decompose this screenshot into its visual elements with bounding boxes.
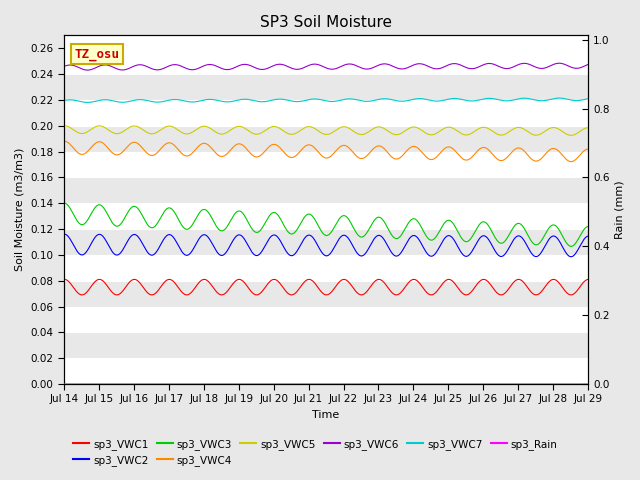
sp3_VWC4 (473, 149, 481, 155)
sp3_Rain (569, 381, 577, 387)
sp3_VWC7 (87, 99, 95, 105)
sp3_VWC5 (87, 127, 95, 132)
sp3_VWC1 (301, 278, 309, 284)
sp3_VWC2 (570, 253, 577, 259)
sp3_VWC1 (60, 276, 68, 282)
Y-axis label: Soil Moisture (m3/m3): Soil Moisture (m3/m3) (15, 148, 25, 271)
sp3_VWC5 (570, 132, 577, 138)
sp3_VWC4 (316, 150, 323, 156)
sp3_VWC2 (473, 240, 481, 245)
sp3_VWC6 (584, 61, 592, 67)
sp3_Rain (569, 381, 577, 387)
sp3_VWC5 (567, 132, 575, 138)
sp3_VWC5 (60, 123, 68, 129)
Legend: sp3_VWC1, sp3_VWC2, sp3_VWC3, sp3_VWC4, sp3_VWC5, sp3_VWC6, sp3_VWC7, sp3_Rain: sp3_VWC1, sp3_VWC2, sp3_VWC3, sp3_VWC4, … (69, 434, 562, 470)
sp3_VWC4 (61, 138, 68, 144)
sp3_VWC4 (567, 159, 575, 165)
Line: sp3_VWC6: sp3_VWC6 (64, 63, 588, 70)
Bar (64, 74, 588, 100)
sp3_VWC3 (60, 200, 68, 206)
sp3_Rain (473, 381, 481, 387)
Line: sp3_VWC5: sp3_VWC5 (64, 126, 588, 135)
sp3_VWC7 (473, 97, 481, 103)
sp3_VWC6 (316, 62, 323, 68)
sp3_VWC7 (584, 96, 592, 101)
sp3_VWC3 (567, 243, 575, 249)
sp3_VWC6 (301, 64, 309, 70)
sp3_VWC6 (473, 65, 481, 71)
sp3_VWC7 (556, 95, 563, 101)
sp3_VWC4 (570, 158, 577, 164)
sp3_VWC4 (570, 158, 577, 164)
sp3_VWC2 (570, 253, 577, 259)
sp3_VWC1 (570, 291, 577, 297)
sp3_VWC3 (61, 200, 68, 206)
sp3_VWC5 (61, 123, 68, 129)
sp3_VWC4 (60, 138, 68, 144)
sp3_VWC1 (515, 276, 522, 282)
sp3_VWC7 (60, 98, 68, 104)
Text: TZ_osu: TZ_osu (75, 48, 120, 60)
sp3_VWC5 (301, 125, 309, 131)
sp3_VWC3 (301, 213, 309, 219)
sp3_VWC4 (87, 145, 95, 151)
sp3_VWC2 (301, 235, 309, 240)
sp3_VWC1 (323, 292, 330, 298)
sp3_VWC3 (473, 225, 481, 231)
sp3_VWC1 (473, 282, 481, 288)
sp3_VWC3 (87, 211, 95, 217)
sp3_Rain (584, 381, 592, 387)
sp3_VWC7 (570, 97, 577, 103)
sp3_VWC5 (570, 132, 577, 138)
sp3_VWC2 (584, 233, 592, 239)
Y-axis label: Rain (mm): Rain (mm) (615, 180, 625, 239)
sp3_VWC1 (87, 284, 95, 290)
sp3_VWC2 (61, 231, 68, 237)
Bar (64, 229, 588, 255)
sp3_VWC3 (570, 243, 577, 249)
sp3_VWC7 (301, 97, 309, 103)
sp3_VWC6 (60, 63, 68, 69)
Line: sp3_VWC2: sp3_VWC2 (64, 234, 588, 257)
sp3_VWC6 (570, 65, 577, 71)
sp3_VWC1 (584, 276, 592, 282)
sp3_VWC6 (84, 67, 92, 73)
Line: sp3_VWC4: sp3_VWC4 (64, 141, 588, 162)
sp3_VWC2 (316, 245, 323, 251)
X-axis label: Time: Time (312, 410, 340, 420)
sp3_Rain (60, 381, 68, 387)
sp3_VWC3 (584, 224, 592, 229)
sp3_VWC2 (60, 231, 68, 237)
sp3_VWC6 (570, 65, 577, 71)
sp3_VWC5 (473, 127, 481, 132)
Bar (64, 178, 588, 203)
sp3_VWC2 (567, 254, 575, 260)
sp3_VWC5 (316, 129, 323, 134)
sp3_VWC5 (584, 125, 592, 131)
sp3_VWC1 (570, 291, 577, 297)
sp3_VWC2 (87, 241, 95, 247)
Bar (64, 281, 588, 307)
Line: sp3_VWC1: sp3_VWC1 (64, 279, 588, 295)
sp3_VWC6 (556, 60, 563, 66)
sp3_Rain (87, 381, 95, 387)
sp3_VWC1 (315, 286, 323, 291)
sp3_VWC4 (584, 146, 592, 152)
Bar (64, 126, 588, 152)
sp3_Rain (315, 381, 323, 387)
Title: SP3 Soil Moisture: SP3 Soil Moisture (260, 15, 392, 30)
Line: sp3_VWC7: sp3_VWC7 (64, 98, 588, 102)
sp3_VWC7 (84, 99, 92, 105)
sp3_VWC4 (301, 144, 309, 149)
sp3_VWC7 (316, 96, 323, 102)
sp3_VWC3 (570, 243, 577, 249)
sp3_Rain (301, 381, 309, 387)
Line: sp3_VWC3: sp3_VWC3 (64, 203, 588, 246)
sp3_VWC7 (570, 97, 577, 103)
Bar (64, 332, 588, 358)
sp3_VWC6 (87, 67, 95, 72)
sp3_VWC3 (316, 225, 323, 230)
